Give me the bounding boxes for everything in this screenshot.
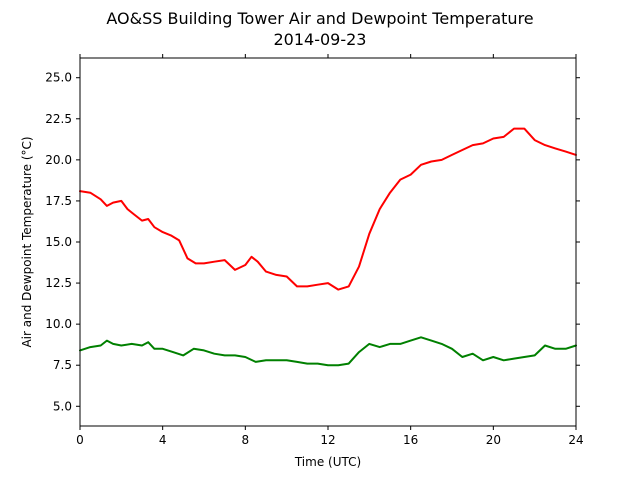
x-axis-label: Time (UTC): [294, 455, 361, 469]
y-axis-label: Air and Dewpoint Temperature (°C): [20, 136, 34, 347]
y-tick-label-0: 5.0: [53, 399, 72, 413]
chart-subtitle: 2014-09-23: [274, 30, 367, 49]
y-tick-label-4: 15.0: [45, 235, 72, 249]
x-tick-label-2: 8: [242, 433, 250, 447]
series-line-1: [79, 336, 577, 367]
chart-title: AO&SS Building Tower Air and Dewpoint Te…: [106, 9, 533, 28]
y-tick-label-2: 10.0: [45, 317, 72, 331]
x-tick-label-6: 24: [568, 433, 583, 447]
plot-area: 0 4 8 12 16 20 24 5.0 7.5 10.0 12.5 15.0 17.5 20.0 22.…: [45, 54, 584, 447]
x-tick-label-4: 16: [403, 433, 418, 447]
series-line-0: [79, 127, 577, 291]
y-tick-label-5: 17.5: [45, 194, 72, 208]
y-tick-label-8: 25.0: [45, 71, 72, 85]
y-tick-label-6: 20.0: [45, 153, 72, 167]
y-tick-label-3: 12.5: [45, 276, 72, 290]
x-tick-label-5: 20: [486, 433, 501, 447]
x-tick-label-0: 0: [76, 433, 84, 447]
y-tick-label-7: 22.5: [45, 112, 72, 126]
x-tick-label-3: 12: [320, 433, 335, 447]
y-tick-label-1: 7.5: [53, 358, 72, 372]
x-tick-label-1: 4: [159, 433, 167, 447]
